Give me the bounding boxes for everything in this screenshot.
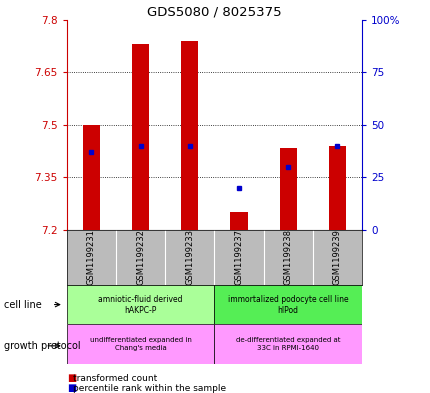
Text: amniotic-fluid derived
hAKPC-P: amniotic-fluid derived hAKPC-P [98, 294, 182, 315]
Bar [214, 285, 361, 324]
Text: growth protocol: growth protocol [4, 341, 81, 351]
Bar [132, 44, 149, 230]
Bar [83, 125, 100, 230]
Text: de-differentiated expanded at
33C in RPMI-1640: de-differentiated expanded at 33C in RPM… [236, 337, 340, 351]
Bar [67, 285, 214, 324]
Bar [230, 212, 247, 230]
Bar [181, 41, 198, 230]
Text: GSM1199231: GSM1199231 [87, 230, 96, 285]
Text: GSM1199239: GSM1199239 [332, 230, 341, 285]
Text: immortalized podocyte cell line
hIPod: immortalized podocyte cell line hIPod [227, 294, 348, 315]
Text: percentile rank within the sample: percentile rank within the sample [73, 384, 226, 393]
Text: GSM1199233: GSM1199233 [185, 230, 194, 285]
Bar [279, 147, 296, 230]
Text: GSM1199232: GSM1199232 [136, 230, 145, 285]
Text: ■: ■ [67, 383, 76, 393]
Text: ■: ■ [67, 373, 76, 383]
Text: undifferentiated expanded in
Chang's media: undifferentiated expanded in Chang's med… [89, 337, 191, 351]
Text: transformed count: transformed count [73, 374, 157, 382]
Bar [328, 146, 345, 230]
Text: cell line: cell line [4, 299, 42, 310]
Title: GDS5080 / 8025375: GDS5080 / 8025375 [147, 6, 281, 18]
Bar [67, 324, 214, 364]
Text: GSM1199237: GSM1199237 [234, 230, 243, 285]
Bar [214, 324, 361, 364]
Text: GSM1199238: GSM1199238 [283, 230, 292, 285]
